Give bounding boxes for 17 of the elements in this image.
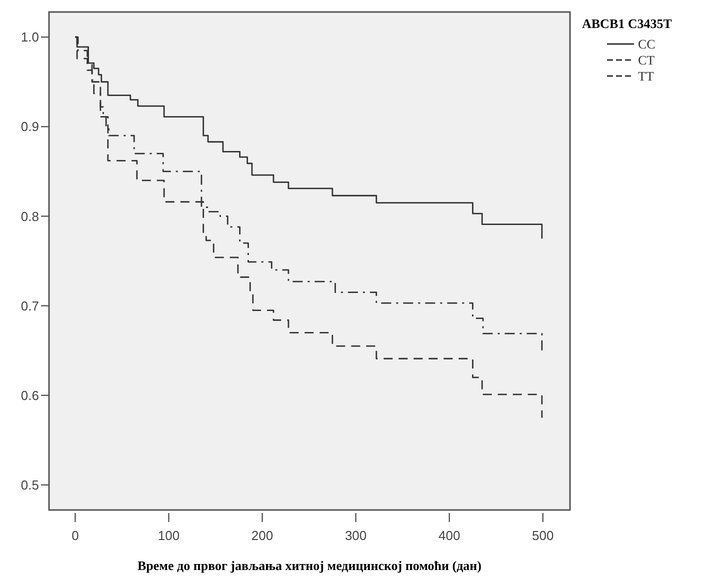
y-tick-label: 0.8: [20, 208, 39, 224]
y-tick-label: 0.6: [20, 388, 39, 403]
x-tick-label: 400: [438, 528, 460, 543]
x-tick-label: 300: [344, 528, 367, 543]
legend-label: CT: [638, 52, 655, 68]
y-tick-label: 0.9: [20, 119, 39, 134]
legend-label: TT: [638, 68, 654, 84]
y-tick-label: 0.5: [20, 477, 39, 492]
legend-title: ABCB1 C3435T: [582, 16, 672, 31]
y-tick-label: 0.7: [20, 298, 39, 314]
x-tick-label: 500: [532, 528, 554, 543]
x-tick-label: 0: [72, 528, 79, 543]
x-tick-label: 100: [158, 528, 180, 543]
x-tick-label: 200: [251, 528, 274, 543]
legend-label: CC: [638, 36, 656, 52]
y-tick-label: 1.0: [20, 30, 39, 45]
x-axis-title: Време до првог јављања хитној медицинској помоћи (дан): [138, 558, 482, 573]
